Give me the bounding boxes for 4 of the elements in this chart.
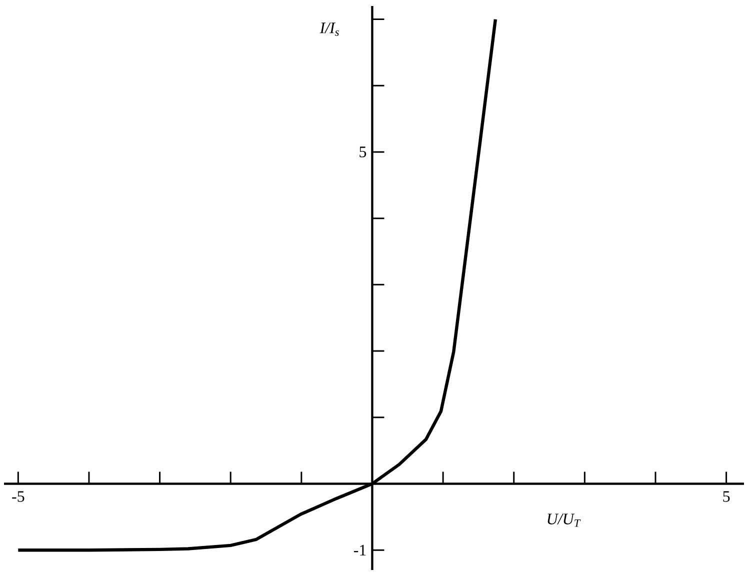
x-axis-title: U/U$_{T}$ (548, 514, 581, 527)
x-tick-label: -5 (12, 491, 24, 502)
y-axis-title: I/I$_{s}$ (320, 22, 339, 36)
y-tick-label: -1 (354, 544, 366, 556)
